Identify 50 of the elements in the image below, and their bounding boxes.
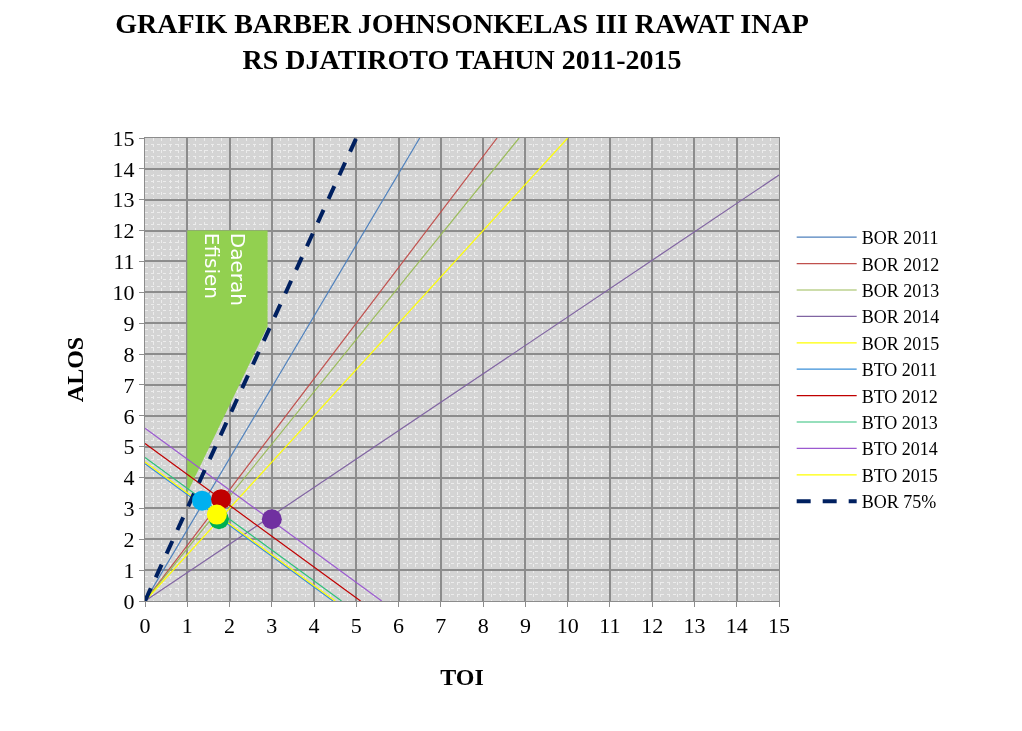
- legend-label: BTO 2011: [861, 360, 938, 381]
- y-tick-label: 14: [112, 156, 135, 182]
- x-tick-label: 3: [266, 613, 278, 639]
- x-tick-label: 13: [683, 613, 706, 639]
- chart-title: GRAFIK BARBER JOHNSONKELAS III RAWAT INAP RS DJATIROTO TAHUN 2011-2015: [115, 7, 809, 76]
- x-tick-label: 1: [181, 613, 193, 639]
- point: [192, 490, 213, 511]
- annotation: Daerah Efisien: [200, 232, 251, 306]
- y-tick-label: 0: [123, 588, 135, 614]
- x-tick-label: 2: [224, 613, 236, 639]
- x-tick-label: 11: [599, 613, 621, 639]
- y-tick-label: 10: [112, 280, 135, 306]
- point: [206, 504, 227, 525]
- x-tick-label: 15: [768, 613, 790, 639]
- x-tick-label: 8: [477, 613, 489, 639]
- x-tick-label: 9: [519, 613, 531, 639]
- x-tick-label: 10: [556, 613, 579, 639]
- legend-label: BTO 2012: [861, 386, 938, 407]
- legend-label: BOR 75%: [861, 492, 937, 513]
- legend-label: BOR 2014: [861, 307, 940, 328]
- x-tick-label: 14: [725, 613, 748, 639]
- y-tick-label: 4: [123, 465, 135, 491]
- y-tick-label: 11: [113, 249, 135, 275]
- x-tick-label: 6: [393, 613, 405, 639]
- y-tick-label: 5: [123, 434, 135, 460]
- legend-label: BTO 2015: [861, 465, 938, 486]
- x-tick-label: 0: [139, 613, 151, 639]
- legend-label: BOR 2013: [861, 281, 940, 302]
- y-tick-label: 2: [123, 526, 135, 552]
- x-tick-label: 12: [641, 613, 664, 639]
- x-tick-label: 5: [350, 613, 362, 639]
- y-tick-label: 9: [123, 310, 135, 336]
- y-tick-label: 6: [123, 403, 135, 429]
- y-tick-label: 12: [112, 218, 135, 244]
- y-tick-label: 8: [123, 341, 135, 367]
- point: [261, 509, 282, 530]
- legend-label: BOR 2015: [861, 333, 940, 354]
- legend-label: BTO 2014: [861, 439, 938, 460]
- x-axis-title: TOI: [440, 663, 484, 690]
- y-tick-label: 3: [123, 496, 135, 522]
- y-tick-label: 7: [123, 372, 135, 398]
- legend-label: BOR 2012: [861, 254, 940, 275]
- legend-label: BTO 2013: [861, 413, 938, 434]
- y-tick-label: 13: [112, 187, 135, 213]
- x-tick-label: 4: [308, 613, 320, 639]
- legend-label: BOR 2011: [861, 228, 939, 249]
- y-axis-title: ALOS: [61, 336, 88, 403]
- y-tick-label: 15: [112, 125, 135, 151]
- y-tick-label: 1: [123, 557, 135, 583]
- x-tick-label: 7: [435, 613, 447, 639]
